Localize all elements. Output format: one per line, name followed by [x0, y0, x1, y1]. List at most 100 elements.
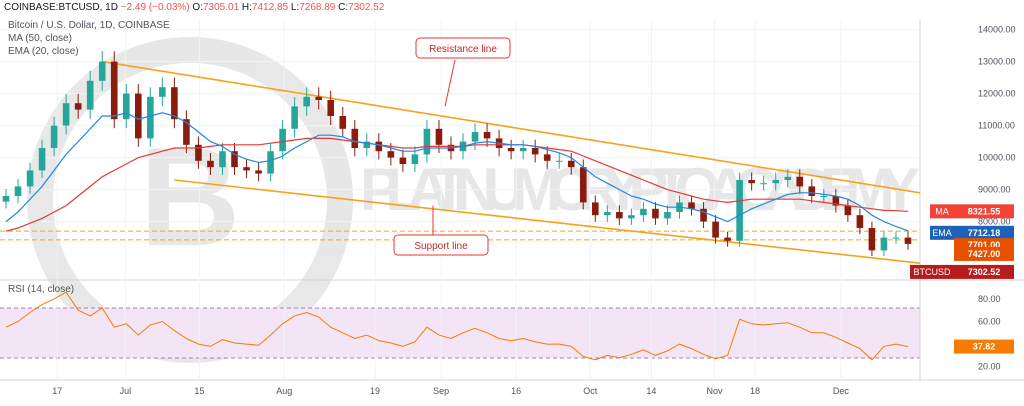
- candle-body: [255, 170, 262, 174]
- candle-body: [712, 221, 719, 238]
- candle-body: [147, 96, 154, 139]
- high-value: 7412.85: [251, 2, 289, 13]
- candle-body: [892, 237, 900, 239]
- price-tag-label-bg: [930, 225, 954, 240]
- candle-body: [122, 93, 130, 120]
- rsi-tick-label: 20.00: [978, 362, 1001, 372]
- candle-body: [339, 116, 347, 129]
- candle-body: [844, 205, 852, 216]
- candle-body: [700, 208, 707, 222]
- time-tick-label: Jul: [120, 386, 132, 396]
- open-value: 7305.01: [202, 2, 240, 13]
- candle-body: [303, 96, 310, 107]
- candle-body: [628, 215, 635, 219]
- time-tick-label: Nov: [707, 386, 724, 396]
- candle-body: [2, 196, 10, 202]
- price-tag-label-bg: [930, 204, 954, 219]
- rsi-value-tag: 37.82: [973, 342, 996, 352]
- candle-body: [351, 128, 359, 148]
- time-tick-label: Sep: [433, 386, 449, 396]
- rsi-value-tag-bg: [954, 339, 1014, 354]
- legend-ema[interactable]: EMA (20, close): [8, 46, 79, 57]
- candle-body: [579, 167, 587, 203]
- annotation-pointer: [444, 59, 456, 107]
- candle-body: [543, 154, 551, 161]
- candle-body: [688, 202, 695, 209]
- time-tick-label: Dec: [833, 386, 850, 396]
- time-tick-label: 18: [750, 386, 760, 396]
- candle-body: [14, 186, 22, 196]
- candle-body: [387, 151, 395, 158]
- candle-body: [279, 128, 286, 152]
- legend-rsi[interactable]: RSI (14, close): [8, 284, 75, 295]
- price-tick-label: 10000.00: [978, 153, 1016, 163]
- legend-ma[interactable]: MA (50, close): [8, 33, 72, 44]
- candle-body: [567, 160, 575, 168]
- low-label: L:: [290, 2, 300, 13]
- candle-body: [820, 196, 828, 197]
- price-tick-label: 9000.00: [978, 185, 1011, 195]
- price-tick-label: 13000.00: [978, 57, 1016, 67]
- candle-body: [664, 212, 671, 219]
- watermark-logo-letter: B: [139, 118, 240, 275]
- price-tag-value: 7302.52: [968, 267, 1001, 277]
- candle-body: [724, 237, 731, 241]
- candle-body: [880, 237, 888, 251]
- rsi-band: [0, 308, 920, 358]
- rsi-tick-label: 60.00: [978, 317, 1001, 327]
- annotations: Resistance line Support line: [393, 37, 511, 256]
- time-tick-label: 19: [370, 386, 380, 396]
- candle-body: [134, 93, 142, 139]
- high-label: H:: [241, 2, 252, 13]
- price-tag-value: 7701.00: [968, 240, 1001, 250]
- candle-body: [243, 167, 250, 171]
- candle-body: [159, 87, 166, 97]
- time-tick-label: Oct: [583, 386, 598, 396]
- price-axis[interactable]: 14000.00 13000.00 12000.00 11000.00 10000.00…: [910, 25, 1016, 372]
- candle-body: [363, 141, 371, 148]
- price-tick-label: 14000.00: [978, 25, 1016, 35]
- close-label: C:: [338, 2, 349, 13]
- price-tag-value: 8321.55: [968, 206, 1001, 216]
- annotation-box: [415, 37, 511, 59]
- candle-body: [592, 202, 599, 216]
- candle-body: [195, 144, 202, 161]
- candle-body: [531, 148, 539, 155]
- candle-body: [183, 119, 190, 145]
- price-tag-label-bg: [910, 264, 954, 279]
- candle-body: [519, 148, 527, 152]
- candle-body: [86, 80, 94, 110]
- grid: [0, 20, 920, 380]
- open-label: O:: [192, 2, 203, 13]
- candle-body: [50, 125, 58, 148]
- candle-body: [604, 212, 611, 216]
- candle-body: [868, 228, 876, 251]
- price-tag-value-bg: [954, 225, 1014, 240]
- annotation-box: [393, 234, 489, 256]
- candle-body: [219, 151, 226, 168]
- candle-body: [399, 157, 407, 164]
- rsi-tick-label: 80.00: [978, 294, 1001, 304]
- candle-body: [38, 148, 46, 171]
- candle-body: [291, 106, 298, 129]
- candle-body: [435, 128, 443, 145]
- candle-body: [483, 132, 491, 139]
- candle-body: [748, 180, 755, 184]
- candle-body: [62, 103, 70, 126]
- candle-body: [784, 176, 792, 180]
- candle-body: [772, 180, 780, 184]
- candle-body: [26, 170, 34, 187]
- candle-body: [904, 237, 912, 244]
- candle-body: [207, 160, 214, 168]
- candle-body: [74, 103, 82, 110]
- candle-body: [832, 196, 840, 206]
- change-value: −2.49 (−0.03%): [120, 2, 190, 13]
- rsi-line: [5, 291, 909, 361]
- candle-body: [507, 148, 515, 152]
- candle-body: [652, 208, 659, 219]
- candle-body: [856, 215, 864, 228]
- time-axis[interactable]: 17 Jul 15 Aug 19 Sep 16 Oct 14 Nov 18 Dec: [52, 386, 849, 396]
- candle-body: [267, 151, 274, 174]
- price-tick-label: 12000.00: [978, 89, 1016, 99]
